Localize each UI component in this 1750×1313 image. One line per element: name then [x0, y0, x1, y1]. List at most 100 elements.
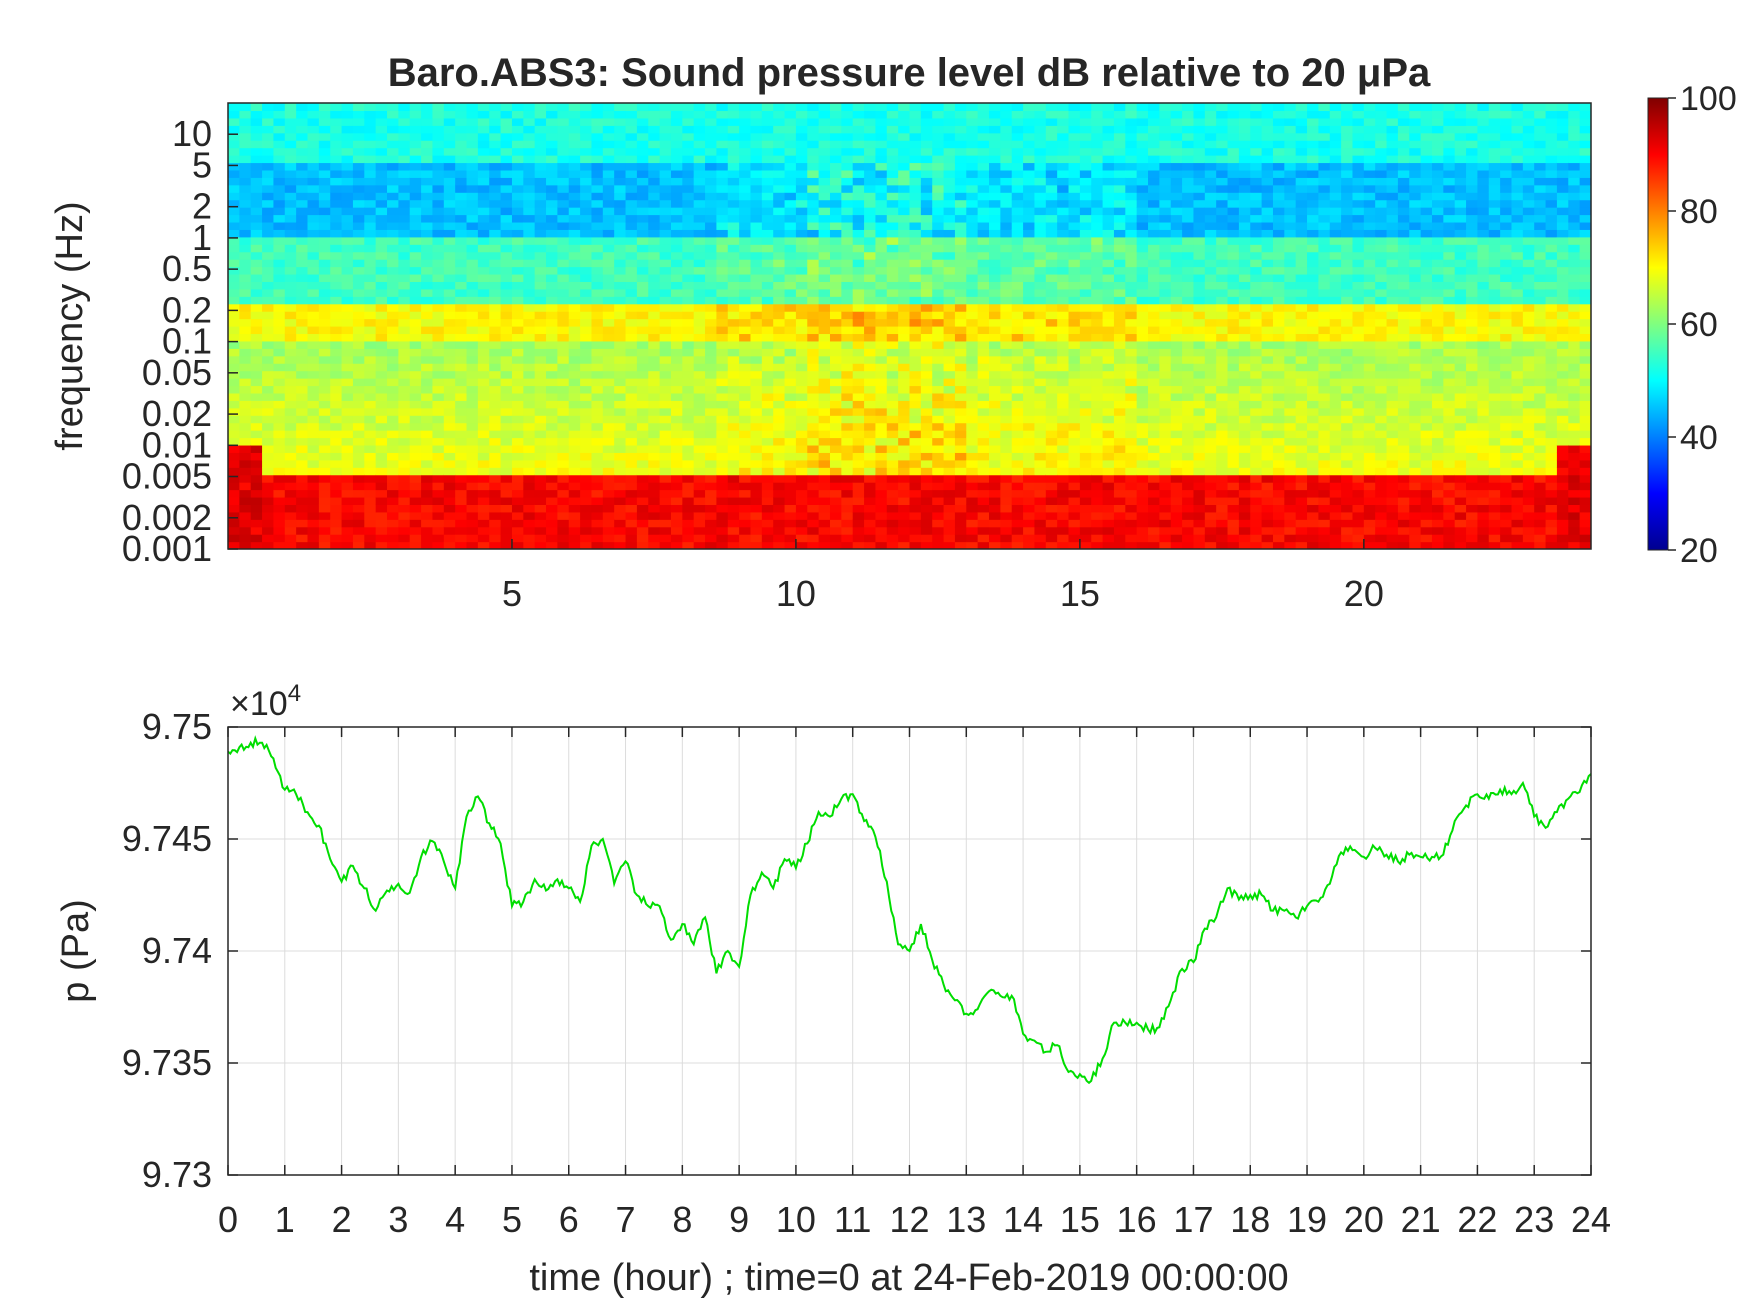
- spectrogram-cell: [409, 244, 422, 253]
- spectrogram-cell: [534, 199, 547, 208]
- spectrogram-cell: [614, 155, 627, 164]
- spectrogram-cell: [1102, 273, 1115, 282]
- spectrogram-cell: [262, 236, 275, 245]
- spectrogram-cell: [546, 511, 558, 520]
- spectrogram-cell: [364, 534, 377, 543]
- spectrogram-cell: [682, 504, 695, 513]
- spectrogram-cell: [739, 199, 752, 208]
- spectrogram-cell: [943, 318, 956, 327]
- spectrogram-cell: [239, 177, 252, 186]
- spectrogram-cell: [284, 296, 297, 305]
- spectrogram-cell: [455, 422, 468, 431]
- spectrogram-cell: [1170, 482, 1183, 491]
- spectrogram-cell: [296, 326, 309, 335]
- spectrogram-cell: [421, 288, 434, 297]
- spectrogram-cell: [841, 378, 854, 387]
- spectrogram-cell: [398, 162, 411, 171]
- spectrogram-cell: [807, 437, 820, 446]
- spectrogram-cell: [1045, 184, 1058, 193]
- spectrogram-cell: [773, 363, 786, 372]
- spectrogram-cell: [273, 169, 286, 178]
- spectrogram-cell: [943, 273, 956, 282]
- spectrogram-cell: [500, 400, 513, 409]
- spectrogram-cell: [625, 385, 638, 394]
- spectrogram-cell: [1102, 489, 1115, 498]
- spectrogram-cell: [568, 430, 581, 439]
- spectrogram-cell: [466, 333, 479, 342]
- spectrogram-cell: [364, 266, 377, 275]
- spectrogram-cell: [1159, 162, 1172, 171]
- spectrogram-cell: [864, 407, 877, 416]
- spectrogram-cell: [841, 125, 854, 134]
- spectrogram-cell: [489, 155, 502, 164]
- spectrogram-cell: [239, 333, 252, 342]
- spectrogram-cell: [966, 303, 979, 312]
- spectrogram-cell: [852, 340, 865, 349]
- spectrogram-cell: [568, 281, 581, 290]
- spectrogram-cell: [273, 541, 286, 549]
- spectrogram-cell: [784, 132, 797, 141]
- spectrogram-cell: [1068, 378, 1081, 387]
- spectrogram-cell: [466, 199, 479, 208]
- spectrogram-cell: [705, 467, 718, 476]
- spectrogram-cell: [466, 169, 479, 178]
- spectrogram-cell: [886, 496, 899, 505]
- spectrogram-cell: [262, 348, 275, 357]
- spectrogram-cell: [557, 489, 570, 498]
- spectrogram-cell: [228, 169, 240, 178]
- spectrogram-cell: [966, 511, 979, 520]
- spectrogram-cell: [330, 155, 343, 164]
- spectrogram-cell: [989, 162, 1001, 171]
- spectrogram-cell: [682, 437, 695, 446]
- spectrogram-cell: [228, 162, 240, 171]
- spectrogram-cell: [387, 207, 399, 216]
- spectrogram-cell: [682, 519, 695, 528]
- spectrogram-cell: [557, 437, 570, 446]
- spectrogram-cell: [330, 474, 343, 483]
- spectrogram-cell: [1045, 199, 1058, 208]
- spectrogram-cell: [670, 407, 683, 416]
- spectrogram-cell: [716, 370, 729, 379]
- spectrogram-cell: [739, 273, 752, 282]
- spectrogram-cell: [387, 214, 399, 223]
- spectrogram-cell: [500, 534, 513, 543]
- spectrogram-cell: [500, 155, 513, 164]
- spectrogram-cell: [829, 511, 842, 520]
- spectrogram-cell: [932, 378, 945, 387]
- spectrogram-cell: [727, 437, 740, 446]
- spectrogram-cell: [841, 511, 854, 520]
- spectrogram-cell: [534, 214, 547, 223]
- spectrogram-cell: [739, 482, 752, 491]
- spectrogram-cell: [228, 214, 240, 223]
- spectrogram-cell: [489, 273, 502, 282]
- spectrogram-cell: [977, 229, 990, 238]
- spectrogram-cell: [591, 489, 604, 498]
- spectrogram-cell: [648, 363, 661, 372]
- spectrogram-cell: [761, 288, 774, 297]
- spectrogram-cell: [1034, 355, 1047, 364]
- spectrogram-cell: [1113, 326, 1126, 335]
- spectrogram-cell: [852, 155, 865, 164]
- spectrogram-cell: [943, 140, 956, 149]
- spectrogram-cell: [716, 177, 729, 186]
- spectrogram-cell: [500, 459, 513, 468]
- spectrogram-cell: [591, 504, 604, 513]
- spectrogram-cell: [262, 147, 275, 156]
- spectrogram-cell: [852, 103, 865, 112]
- spectrogram-cell: [852, 489, 865, 498]
- spectrogram-cell: [966, 273, 979, 282]
- spectrogram-cell: [568, 452, 581, 461]
- spectrogram-cell: [875, 266, 888, 275]
- spectrogram-cell: [1034, 244, 1047, 253]
- spectrogram-cell: [352, 482, 365, 491]
- spectrogram-cell: [1091, 340, 1104, 349]
- spectrogram-cell: [693, 541, 706, 549]
- spectrogram-cell: [1023, 370, 1036, 379]
- spectrogram-cell: [818, 177, 831, 186]
- spectrogram-cell: [387, 296, 399, 305]
- spectrogram-cell: [1170, 541, 1183, 549]
- spectrogram-cell: [932, 474, 945, 483]
- spectrogram-cell: [455, 482, 468, 491]
- spectrogram-cell: [739, 296, 752, 305]
- spectrogram-cell: [500, 422, 513, 431]
